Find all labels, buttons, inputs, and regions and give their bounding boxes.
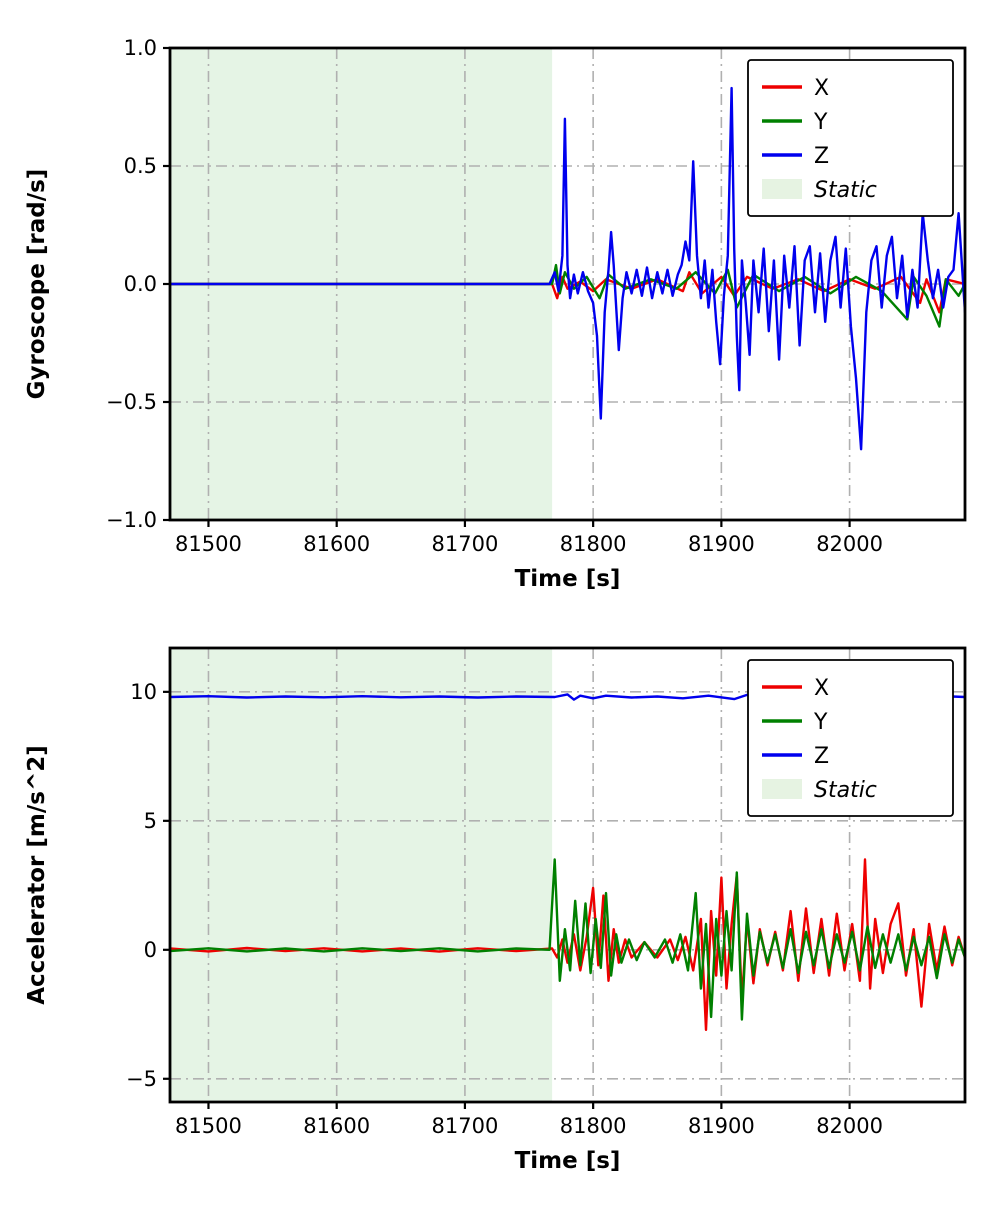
y-tick-label: −0.5 — [106, 390, 157, 414]
x-tick-label: 81900 — [688, 1114, 755, 1138]
tick-marks — [163, 46, 851, 527]
legend: XYZ Static — [747, 59, 954, 217]
legend-label: Static — [814, 178, 877, 203]
y-tick-label: −1.0 — [106, 508, 157, 532]
legend-label: Y — [813, 710, 828, 735]
x-axis-label: Time [s] — [515, 566, 621, 592]
x-tick-label: 82000 — [816, 532, 883, 556]
y-axis-label: Accelerator [m/s^2] — [24, 745, 50, 1005]
y-tick-label: 10 — [130, 680, 157, 704]
gyroscope-chart: 81500 81600 81700 81800 81900 82000 −1.0 −0.5 0.… — [24, 36, 967, 592]
x-tick-label: 81900 — [688, 532, 755, 556]
x-tick-label: 81500 — [175, 1114, 242, 1138]
legend-box — [747, 59, 954, 217]
legend-patch-sample — [762, 179, 802, 199]
x-tick-label: 81800 — [560, 1114, 627, 1138]
series-y-line — [170, 858, 965, 1021]
legend: XYZ Static — [747, 659, 954, 817]
x-tick-label: 81600 — [303, 1114, 370, 1138]
y-tick-label: 5 — [144, 809, 157, 833]
x-tick-label: 81700 — [432, 1114, 499, 1138]
y-tick-label: 0.0 — [124, 272, 157, 296]
legend-label: Z — [814, 744, 829, 769]
accelerometer-chart: 81500 81600 81700 81800 81900 82000 −5 0 5 10 Time… — [24, 646, 967, 1174]
accelerometer-figure: 81500 81600 81700 81800 81900 82000 −5 0 5 10 Time… — [0, 614, 992, 1228]
x-tick-label: 81800 — [560, 532, 627, 556]
legend-box — [747, 659, 954, 817]
gyroscope-figure: 81500 81600 81700 81800 81900 82000 −1.0 −0.5 0.… — [24, 36, 967, 592]
x-tick-label: 81600 — [303, 532, 370, 556]
plot-border — [168, 646, 967, 1104]
legend-label: Z — [814, 144, 829, 169]
legend-label: X — [814, 76, 829, 101]
tick-marks — [163, 690, 851, 1109]
legend-patch-sample — [762, 779, 802, 799]
y-tick-label: 0 — [144, 938, 157, 962]
series-x-line — [170, 858, 965, 1031]
y-tick-label: 1.0 — [124, 36, 157, 60]
legend-label: Y — [813, 110, 828, 135]
x-tick-label: 81500 — [175, 532, 242, 556]
series-z-line — [170, 86, 965, 451]
y-tick-label: −5 — [126, 1067, 157, 1091]
x-tick-label: 81700 — [432, 532, 499, 556]
y-tick-label: 0.5 — [124, 154, 157, 178]
static-region — [170, 648, 553, 1102]
y-axis-label: Gyroscope [rad/s] — [24, 169, 50, 400]
legend-label: X — [814, 676, 829, 701]
x-tick-label: 82000 — [816, 1114, 883, 1138]
legend-label: Static — [814, 778, 877, 803]
x-axis-label: Time [s] — [515, 1148, 621, 1174]
